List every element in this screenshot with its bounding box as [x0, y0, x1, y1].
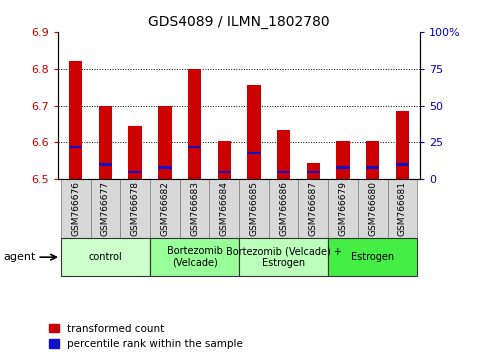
FancyBboxPatch shape: [210, 179, 239, 238]
FancyBboxPatch shape: [328, 179, 358, 238]
Bar: [128, 171, 142, 173]
Text: GSM766679: GSM766679: [339, 181, 347, 236]
FancyBboxPatch shape: [120, 179, 150, 238]
Text: GSM766678: GSM766678: [131, 181, 140, 236]
Text: GSM766683: GSM766683: [190, 181, 199, 236]
FancyBboxPatch shape: [61, 238, 150, 276]
Bar: [247, 152, 261, 154]
Text: control: control: [88, 252, 122, 262]
Bar: [188, 69, 201, 179]
Text: GSM766682: GSM766682: [160, 181, 170, 236]
Text: GSM766677: GSM766677: [101, 181, 110, 236]
Bar: [158, 105, 171, 179]
Text: GSM766685: GSM766685: [249, 181, 258, 236]
FancyBboxPatch shape: [239, 179, 269, 238]
Bar: [277, 130, 290, 179]
Bar: [307, 163, 320, 179]
FancyBboxPatch shape: [150, 238, 239, 276]
FancyBboxPatch shape: [61, 179, 91, 238]
FancyBboxPatch shape: [358, 179, 387, 238]
Bar: [366, 166, 379, 169]
Bar: [69, 61, 83, 179]
Text: Bortezomib
(Velcade): Bortezomib (Velcade): [167, 246, 223, 268]
Bar: [158, 166, 171, 169]
Bar: [99, 164, 112, 166]
Bar: [247, 85, 261, 179]
FancyBboxPatch shape: [387, 179, 417, 238]
Bar: [396, 111, 409, 179]
Text: GSM766680: GSM766680: [368, 181, 377, 236]
Bar: [336, 141, 350, 179]
Text: GSM766681: GSM766681: [398, 181, 407, 236]
Text: GSM766676: GSM766676: [71, 181, 80, 236]
Legend: transformed count, percentile rank within the sample: transformed count, percentile rank withi…: [49, 324, 243, 349]
FancyBboxPatch shape: [269, 179, 298, 238]
FancyBboxPatch shape: [298, 179, 328, 238]
FancyBboxPatch shape: [239, 238, 328, 276]
Text: GSM766686: GSM766686: [279, 181, 288, 236]
Text: Estrogen: Estrogen: [351, 252, 394, 262]
Bar: [69, 146, 83, 148]
Title: GDS4089 / ILMN_1802780: GDS4089 / ILMN_1802780: [148, 16, 330, 29]
Bar: [366, 141, 379, 179]
FancyBboxPatch shape: [91, 179, 120, 238]
Bar: [188, 146, 201, 148]
FancyBboxPatch shape: [328, 238, 417, 276]
Bar: [217, 141, 231, 179]
Text: agent: agent: [3, 252, 36, 262]
Text: GSM766687: GSM766687: [309, 181, 318, 236]
FancyBboxPatch shape: [150, 179, 180, 238]
Bar: [307, 171, 320, 173]
Bar: [336, 166, 350, 169]
Bar: [277, 171, 290, 173]
Bar: [99, 105, 112, 179]
FancyBboxPatch shape: [180, 179, 210, 238]
Bar: [396, 164, 409, 166]
Text: GSM766684: GSM766684: [220, 181, 229, 236]
Bar: [217, 171, 231, 173]
Text: Bortezomib (Velcade) +
Estrogen: Bortezomib (Velcade) + Estrogen: [226, 246, 341, 268]
Bar: [128, 126, 142, 179]
